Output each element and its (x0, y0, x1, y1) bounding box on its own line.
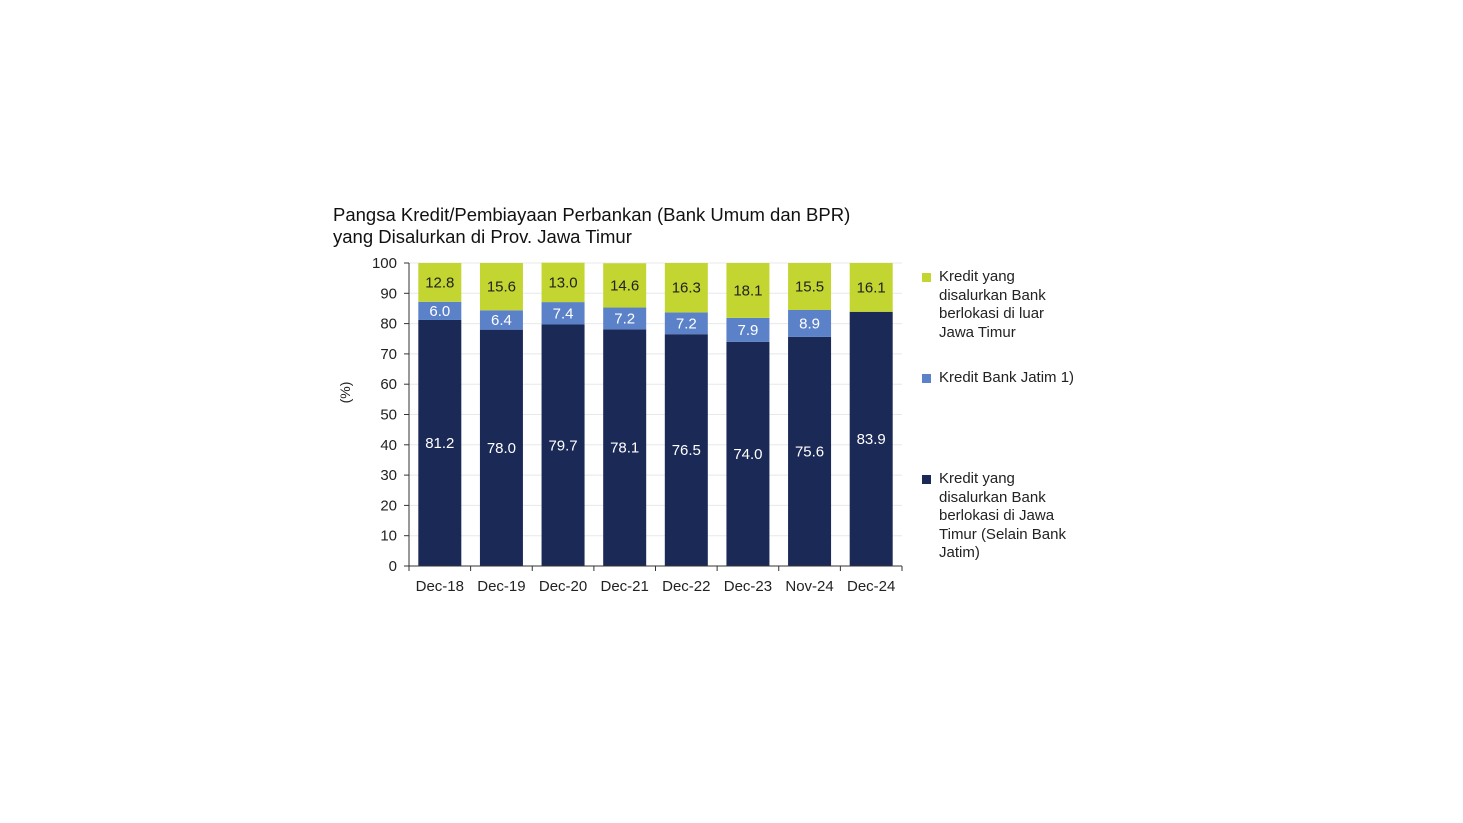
bar-segment (479, 329, 523, 566)
data-label: 8.9 (799, 315, 820, 332)
data-label: 18.1 (733, 282, 762, 299)
data-label: 16.3 (672, 280, 701, 297)
y-tick-label: 20 (380, 497, 397, 514)
data-label: 83.9 (857, 431, 886, 448)
data-label: 75.6 (795, 443, 824, 460)
data-label: 78.0 (487, 440, 516, 457)
y-tick-label: 30 (380, 467, 397, 484)
y-tick-label: 90 (380, 285, 397, 302)
bar-segment (664, 312, 708, 335)
bar-segment (603, 263, 647, 308)
bar-segment (849, 263, 893, 312)
data-label: 6.4 (491, 312, 512, 329)
bar-segment (849, 311, 893, 566)
x-tick-label: Dec-22 (662, 578, 710, 595)
bar-segment (726, 341, 770, 566)
data-label: 7.2 (614, 310, 635, 327)
bar-segment (541, 324, 585, 566)
y-tick-label: 40 (380, 437, 397, 454)
data-label: 76.5 (672, 442, 701, 459)
bar-segment (726, 263, 770, 318)
data-label: 6.0 (429, 303, 450, 320)
x-tick-label: Dec-23 (724, 578, 772, 595)
data-label: 7.4 (553, 305, 574, 322)
legend-label-inside-jatim: Kredit yang disalurkan Bank berlokasi di… (939, 470, 1066, 561)
bar-segment (418, 319, 462, 566)
data-label: 81.2 (425, 435, 454, 452)
legend-swatch-bank-jatim (922, 374, 931, 383)
legend-swatch-inside-jatim (922, 475, 931, 484)
y-tick-label: 100 (372, 255, 397, 272)
bar-segment (664, 263, 708, 313)
y-tick-label: 80 (380, 316, 397, 333)
bar-segment (788, 263, 832, 310)
data-label: 16.1 (857, 279, 886, 296)
y-tick-label: 60 (380, 376, 397, 393)
bar-segment (479, 310, 523, 330)
bar-segment (603, 329, 647, 566)
data-label: 14.6 (610, 277, 639, 294)
x-tick-label: Dec-19 (477, 578, 525, 595)
chart-title-line-1: Pangsa Kredit/Pembiayaan Perbankan (Bank… (333, 204, 851, 225)
bar-segment (541, 302, 585, 325)
bar-segment (541, 262, 585, 303)
bar-segment (664, 334, 708, 566)
bar-segment (788, 336, 832, 566)
data-label: 79.7 (548, 437, 577, 454)
y-tick-label: 50 (380, 407, 397, 424)
x-tick-label: Dec-20 (539, 578, 587, 595)
bar-segment (418, 301, 462, 320)
y-tick-label: 10 (380, 528, 397, 545)
legend-label-bank-jatim: Kredit Bank Jatim 1) (939, 369, 1075, 386)
y-tick-label: 0 (389, 558, 397, 575)
data-label: 78.1 (610, 440, 639, 457)
legend-swatch-outside-jatim (922, 273, 931, 282)
x-tick-label: Dec-18 (416, 578, 464, 595)
x-tick-label: Nov-24 (785, 578, 833, 595)
data-label: 15.6 (487, 279, 516, 296)
legend-label-outside-jatim: Kredit yang disalurkan Bank berlokasi di… (939, 268, 1046, 341)
data-label: 7.9 (738, 322, 759, 339)
bar-segment (788, 309, 832, 337)
data-label: 7.2 (676, 315, 697, 332)
y-axis-label: (%) (337, 382, 353, 404)
bar-segment (603, 307, 647, 330)
bar-segment (726, 317, 770, 342)
chart-title: Pangsa Kredit/Pembiayaan Perbankan (Bank… (333, 204, 973, 248)
bar-segment (479, 263, 523, 311)
data-label: 74.0 (733, 446, 762, 463)
x-tick-label: Dec-21 (601, 578, 649, 595)
data-label: 12.8 (425, 274, 454, 291)
y-tick-label: 70 (380, 346, 397, 363)
data-label: 15.5 (795, 278, 824, 295)
bar-segment (418, 263, 462, 302)
data-label: 13.0 (548, 274, 577, 291)
x-tick-label: Dec-24 (847, 578, 895, 595)
chart-title-line-2: yang Disalurkan di Prov. Jawa Timur (333, 226, 632, 247)
